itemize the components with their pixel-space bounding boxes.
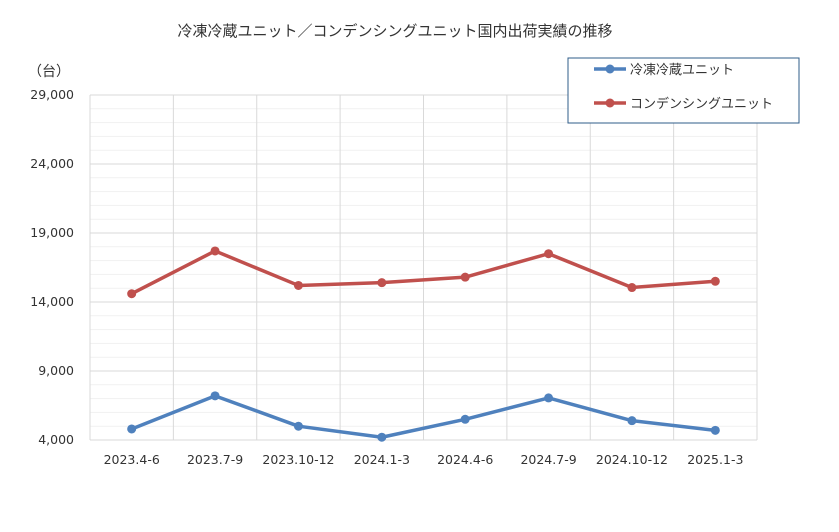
x-tick-label: 2023.4-6 xyxy=(104,452,160,467)
data-point xyxy=(127,289,137,299)
chart-title: 冷凍冷蔵ユニット／コンデンシングユニット国内出荷実績の推移 xyxy=(177,22,612,40)
y-tick-label: 19,000 xyxy=(30,225,74,240)
legend-marker xyxy=(605,64,615,74)
x-tick-label: 2023.7-9 xyxy=(187,452,243,467)
data-point xyxy=(377,432,387,442)
x-tick-label: 2024.10-12 xyxy=(596,452,668,467)
y-tick-label: 14,000 xyxy=(30,294,74,309)
data-point xyxy=(710,276,720,286)
legend-label: コンデンシングユニット xyxy=(630,96,773,112)
y-tick-label: 4,000 xyxy=(38,432,74,447)
axes: 4,000 9,000 14,000 19,000 24,000 29,000 2023.4… xyxy=(30,87,743,467)
series-lines xyxy=(127,246,720,442)
data-point xyxy=(544,393,554,403)
data-point xyxy=(627,416,637,426)
data-point xyxy=(460,414,470,424)
x-tick-label: 2024.4-6 xyxy=(437,452,493,467)
y-unit-label: （台） xyxy=(28,64,70,80)
data-point xyxy=(127,424,137,434)
y-tick-label: 24,000 xyxy=(30,156,74,171)
y-tick-label: 29,000 xyxy=(30,87,74,102)
x-tick-label: 2024.7-9 xyxy=(520,452,576,467)
x-tick-label: 2025.1-3 xyxy=(687,452,743,467)
data-point xyxy=(293,421,303,431)
data-point xyxy=(210,246,220,256)
x-tick-label: 2023.10-12 xyxy=(262,452,334,467)
data-point xyxy=(460,272,470,282)
series-line xyxy=(129,394,718,439)
legend-label: 冷凍冷蔵ユニット xyxy=(630,62,734,78)
data-point xyxy=(210,391,220,401)
grid xyxy=(89,94,758,441)
data-point xyxy=(377,278,387,288)
y-tick-label: 9,000 xyxy=(38,363,74,378)
series-line xyxy=(129,249,718,296)
data-point xyxy=(627,283,637,293)
data-point xyxy=(544,249,554,259)
data-point xyxy=(710,425,720,435)
legend-marker xyxy=(605,98,615,108)
x-tick-label: 2024.1-3 xyxy=(354,452,410,467)
data-point xyxy=(293,280,303,290)
